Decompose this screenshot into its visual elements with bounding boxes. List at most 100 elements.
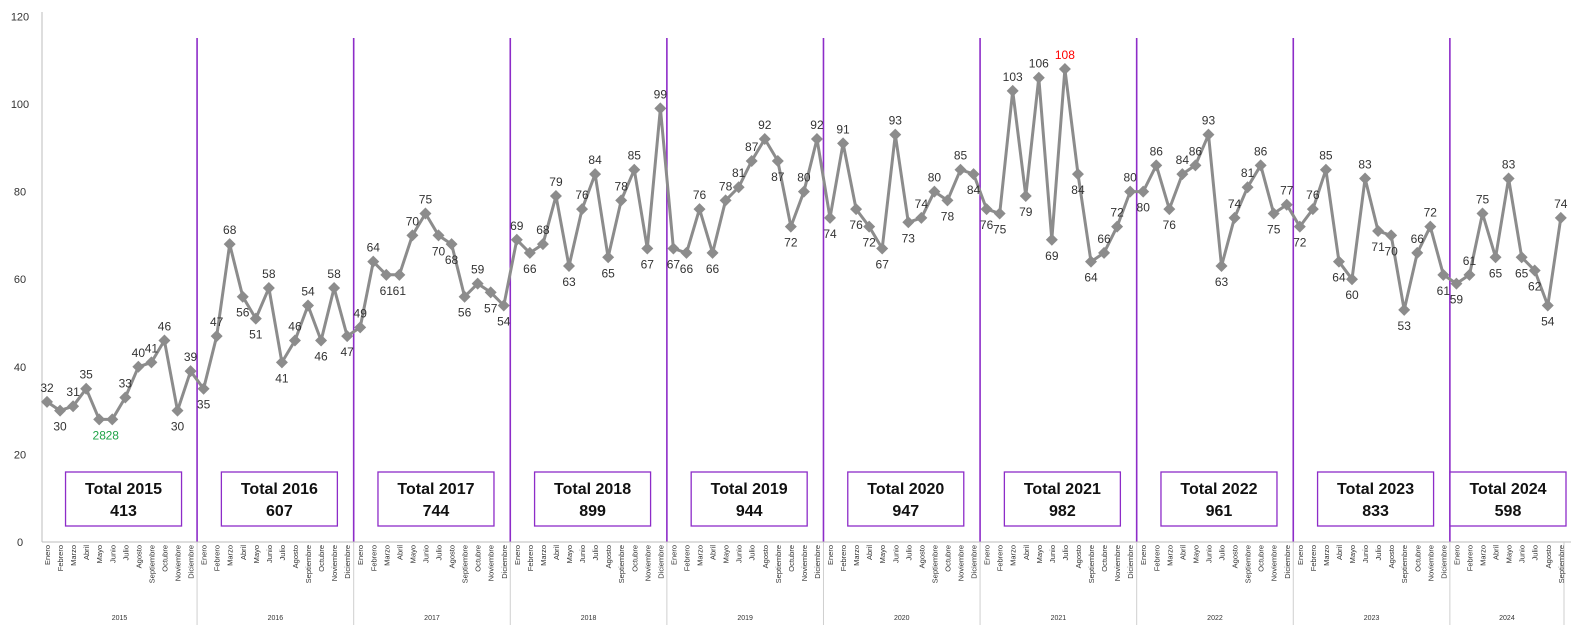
data-point	[419, 207, 432, 220]
x-tick-label-month: Diciembre	[813, 545, 822, 579]
data-point	[432, 229, 445, 242]
x-tick-label-month: Mayo	[878, 545, 887, 563]
data-label: 61	[1437, 284, 1451, 298]
data-point	[1319, 163, 1332, 176]
x-tick-label-month: Mayo	[1191, 545, 1200, 563]
x-tick-label-month: Septiembre	[147, 545, 156, 583]
data-label: 54	[1541, 314, 1555, 328]
data-label: 85	[1319, 149, 1333, 163]
data-label: 77	[1280, 184, 1294, 198]
data-label: 99	[654, 87, 668, 101]
data-label: 108	[1055, 48, 1075, 62]
x-tick-label-month: Enero	[1139, 545, 1148, 565]
x-tick-label-month: Marzo	[696, 545, 705, 566]
x-tick-label-month: Julio	[1061, 545, 1070, 560]
data-point	[1215, 260, 1228, 273]
data-point	[549, 189, 562, 202]
x-tick-label-year: 2024	[1499, 615, 1515, 622]
x-tick-label-month: Junio	[265, 545, 274, 563]
total-box-title: Total 2023	[1337, 481, 1414, 498]
data-point	[797, 185, 810, 198]
y-tick-label: 80	[14, 187, 26, 199]
data-point	[54, 404, 67, 417]
data-label: 85	[628, 149, 642, 163]
data-point	[837, 137, 850, 150]
data-label: 74	[1554, 197, 1568, 211]
data-label: 67	[667, 258, 681, 272]
x-tick-label-month: Abril	[552, 545, 561, 560]
data-point	[693, 203, 706, 216]
data-label: 61	[393, 284, 407, 298]
data-label: 30	[53, 420, 67, 434]
x-tick-label-year: 2018	[581, 615, 597, 622]
data-point	[1398, 303, 1411, 316]
data-point	[223, 238, 236, 251]
y-tick-label: 60	[14, 274, 26, 286]
data-label: 54	[497, 314, 511, 328]
data-point	[915, 211, 928, 224]
data-label: 69	[1045, 249, 1059, 263]
x-tick-label-month: Marzo	[1009, 545, 1018, 566]
x-tick-label-month: Noviembre	[1426, 545, 1435, 581]
data-point	[1254, 159, 1267, 172]
data-point	[197, 382, 210, 395]
year-total-boxes: Total 2015 413 Total 2016 607 Total 2017 744 T…	[64, 471, 1567, 527]
data-label: 53	[1398, 319, 1412, 333]
data-point	[249, 312, 262, 325]
x-tick-label-month: Septiembre	[1244, 545, 1253, 583]
x-axis: Enero Febrero Marzo Abril Mayo Junio Julio Agos…	[42, 541, 1571, 625]
x-tick-label-month: Enero	[983, 545, 992, 565]
data-point	[1424, 220, 1437, 233]
y-tick-label: 0	[17, 537, 23, 549]
data-label: 39	[184, 350, 198, 364]
data-point	[1385, 229, 1398, 242]
data-label: 106	[1029, 57, 1049, 71]
data-label: 86	[1254, 144, 1268, 158]
data-point	[863, 220, 876, 233]
data-label: 63	[562, 275, 576, 289]
x-tick-label-month: Mayo	[408, 545, 417, 563]
data-point	[1489, 251, 1502, 264]
x-tick-label-month: Octubre	[787, 545, 796, 572]
data-label: 76	[980, 218, 994, 232]
y-tick-label: 120	[11, 11, 29, 23]
x-tick-label-month: Febrero	[1309, 545, 1318, 571]
data-point	[1502, 172, 1515, 185]
x-tick-label-month: Diciembre	[1439, 545, 1448, 579]
data-point	[119, 391, 132, 404]
data-point	[1085, 255, 1097, 268]
data-point	[132, 360, 145, 373]
x-tick-label-month: Junio	[1204, 545, 1213, 563]
y-tick-label: 100	[11, 99, 29, 111]
x-tick-label-month: Febrero	[56, 545, 65, 571]
data-label: 80	[797, 171, 811, 185]
x-tick-label-month: Junio	[108, 545, 117, 563]
x-tick-label-month: Abril	[239, 545, 248, 560]
data-label: 78	[941, 209, 955, 223]
x-tick-label-year: 2022	[1207, 615, 1223, 622]
data-label: 66	[523, 262, 537, 276]
data-label: 46	[158, 320, 172, 334]
data-label: 81	[732, 166, 746, 180]
x-tick-label-month: Septiembre	[461, 545, 470, 583]
data-point	[1124, 185, 1137, 198]
x-tick-label-month: Diciembre	[1283, 545, 1292, 579]
data-label: 76	[575, 188, 589, 202]
total-box	[1003, 471, 1122, 527]
data-point	[67, 400, 80, 413]
x-tick-label-year: 2021	[1051, 615, 1067, 622]
data-label: 81	[1241, 166, 1255, 180]
x-tick-label-month: Agosto	[1387, 545, 1396, 568]
data-label: 74	[1228, 197, 1242, 211]
data-label: 65	[1515, 266, 1529, 280]
data-label: 80	[1137, 201, 1151, 215]
data-point	[732, 181, 745, 194]
data-point	[406, 229, 419, 242]
data-label: 93	[1202, 114, 1216, 128]
data-label: 64	[367, 241, 381, 255]
data-label: 30	[171, 420, 185, 434]
data-point	[667, 242, 680, 255]
data-point	[576, 203, 589, 216]
data-label: 75	[993, 223, 1007, 237]
x-tick-label-month: Diciembre	[1126, 545, 1135, 579]
